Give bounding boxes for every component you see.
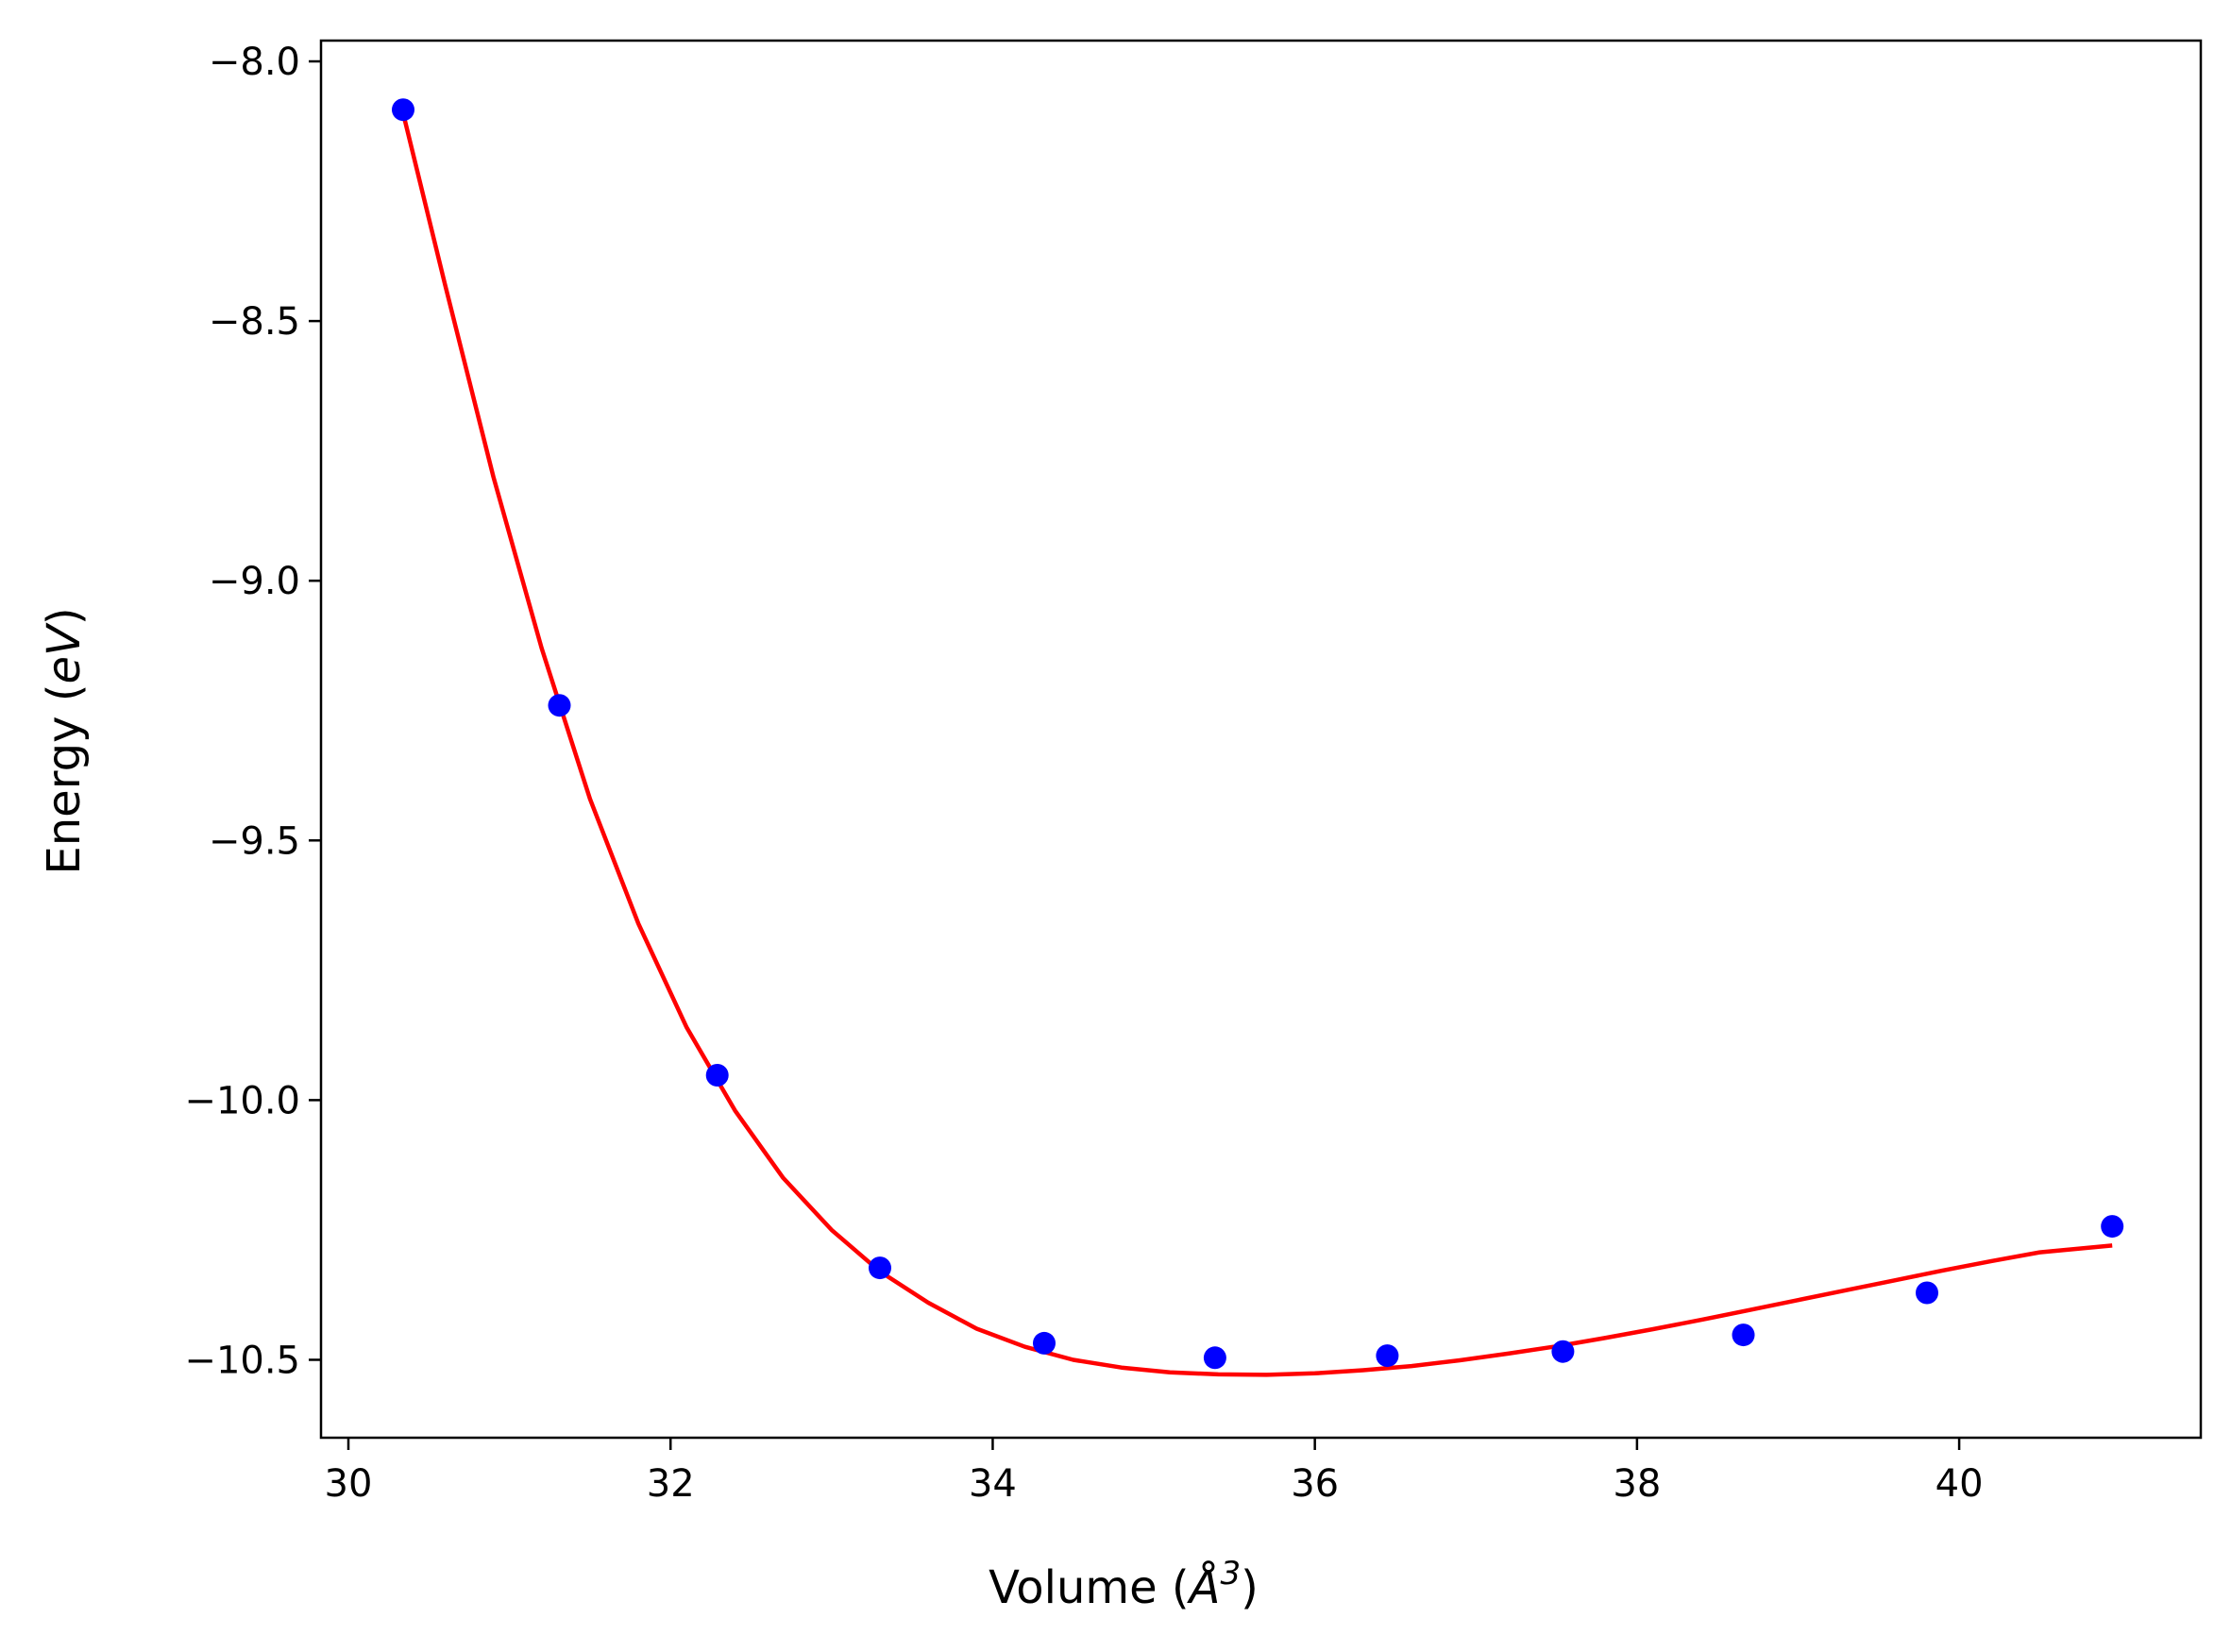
data-point <box>1916 1281 1938 1305</box>
data-point <box>1203 1346 1226 1370</box>
data-point <box>1732 1323 1755 1347</box>
y-axis-label-suffix: ) <box>38 607 91 625</box>
data-point <box>548 694 571 717</box>
x-tick-label: 30 <box>325 1462 373 1506</box>
y-tick-label: −9.5 <box>209 819 300 863</box>
y-axis-label-unit: eV <box>38 622 91 684</box>
x-axis-ticks: 30 32 34 36 38 40 <box>325 1438 1984 1506</box>
plot-frame <box>319 39 2203 1440</box>
x-axis-label-prefix: Volume ( <box>989 1561 1190 1614</box>
x-tick-label: 34 <box>969 1462 1017 1506</box>
y-tick-label: −8.5 <box>209 300 300 344</box>
data-point <box>869 1256 891 1280</box>
y-axis-ticks: −8.0 −8.5 −9.0 −9.5 −10.0 −10.5 <box>184 41 321 1382</box>
plot-area <box>319 39 2203 1440</box>
y-axis-label-prefix: Energy ( <box>38 684 91 875</box>
data-point <box>1033 1331 1056 1355</box>
data-point <box>1376 1344 1399 1368</box>
y-tick-label: −9.0 <box>209 560 300 603</box>
x-tick-label: 36 <box>1291 1462 1339 1506</box>
x-tick-label: 38 <box>1613 1462 1661 1506</box>
x-axis-label-unit: Å <box>1187 1560 1221 1614</box>
y-axis-label: Energy (eV) <box>38 607 91 874</box>
x-axis-label-exponent: 3 <box>1220 1555 1241 1593</box>
series-layer <box>392 98 2124 1377</box>
y-tick-label: −10.5 <box>184 1339 300 1382</box>
x-tick-label: 32 <box>647 1462 695 1506</box>
x-axis-label-suffix: ) <box>1241 1561 1259 1614</box>
x-axis-label: Volume (Å3) <box>989 1555 1259 1614</box>
data-point <box>1551 1340 1575 1363</box>
data-point <box>705 1064 729 1087</box>
data-point <box>392 98 414 122</box>
x-tick-label: 40 <box>1935 1462 1984 1506</box>
y-tick-label: −10.0 <box>184 1079 300 1122</box>
y-tick-label: −8.0 <box>209 41 300 84</box>
data-point <box>2101 1215 2124 1239</box>
fit-curve <box>400 112 2113 1377</box>
